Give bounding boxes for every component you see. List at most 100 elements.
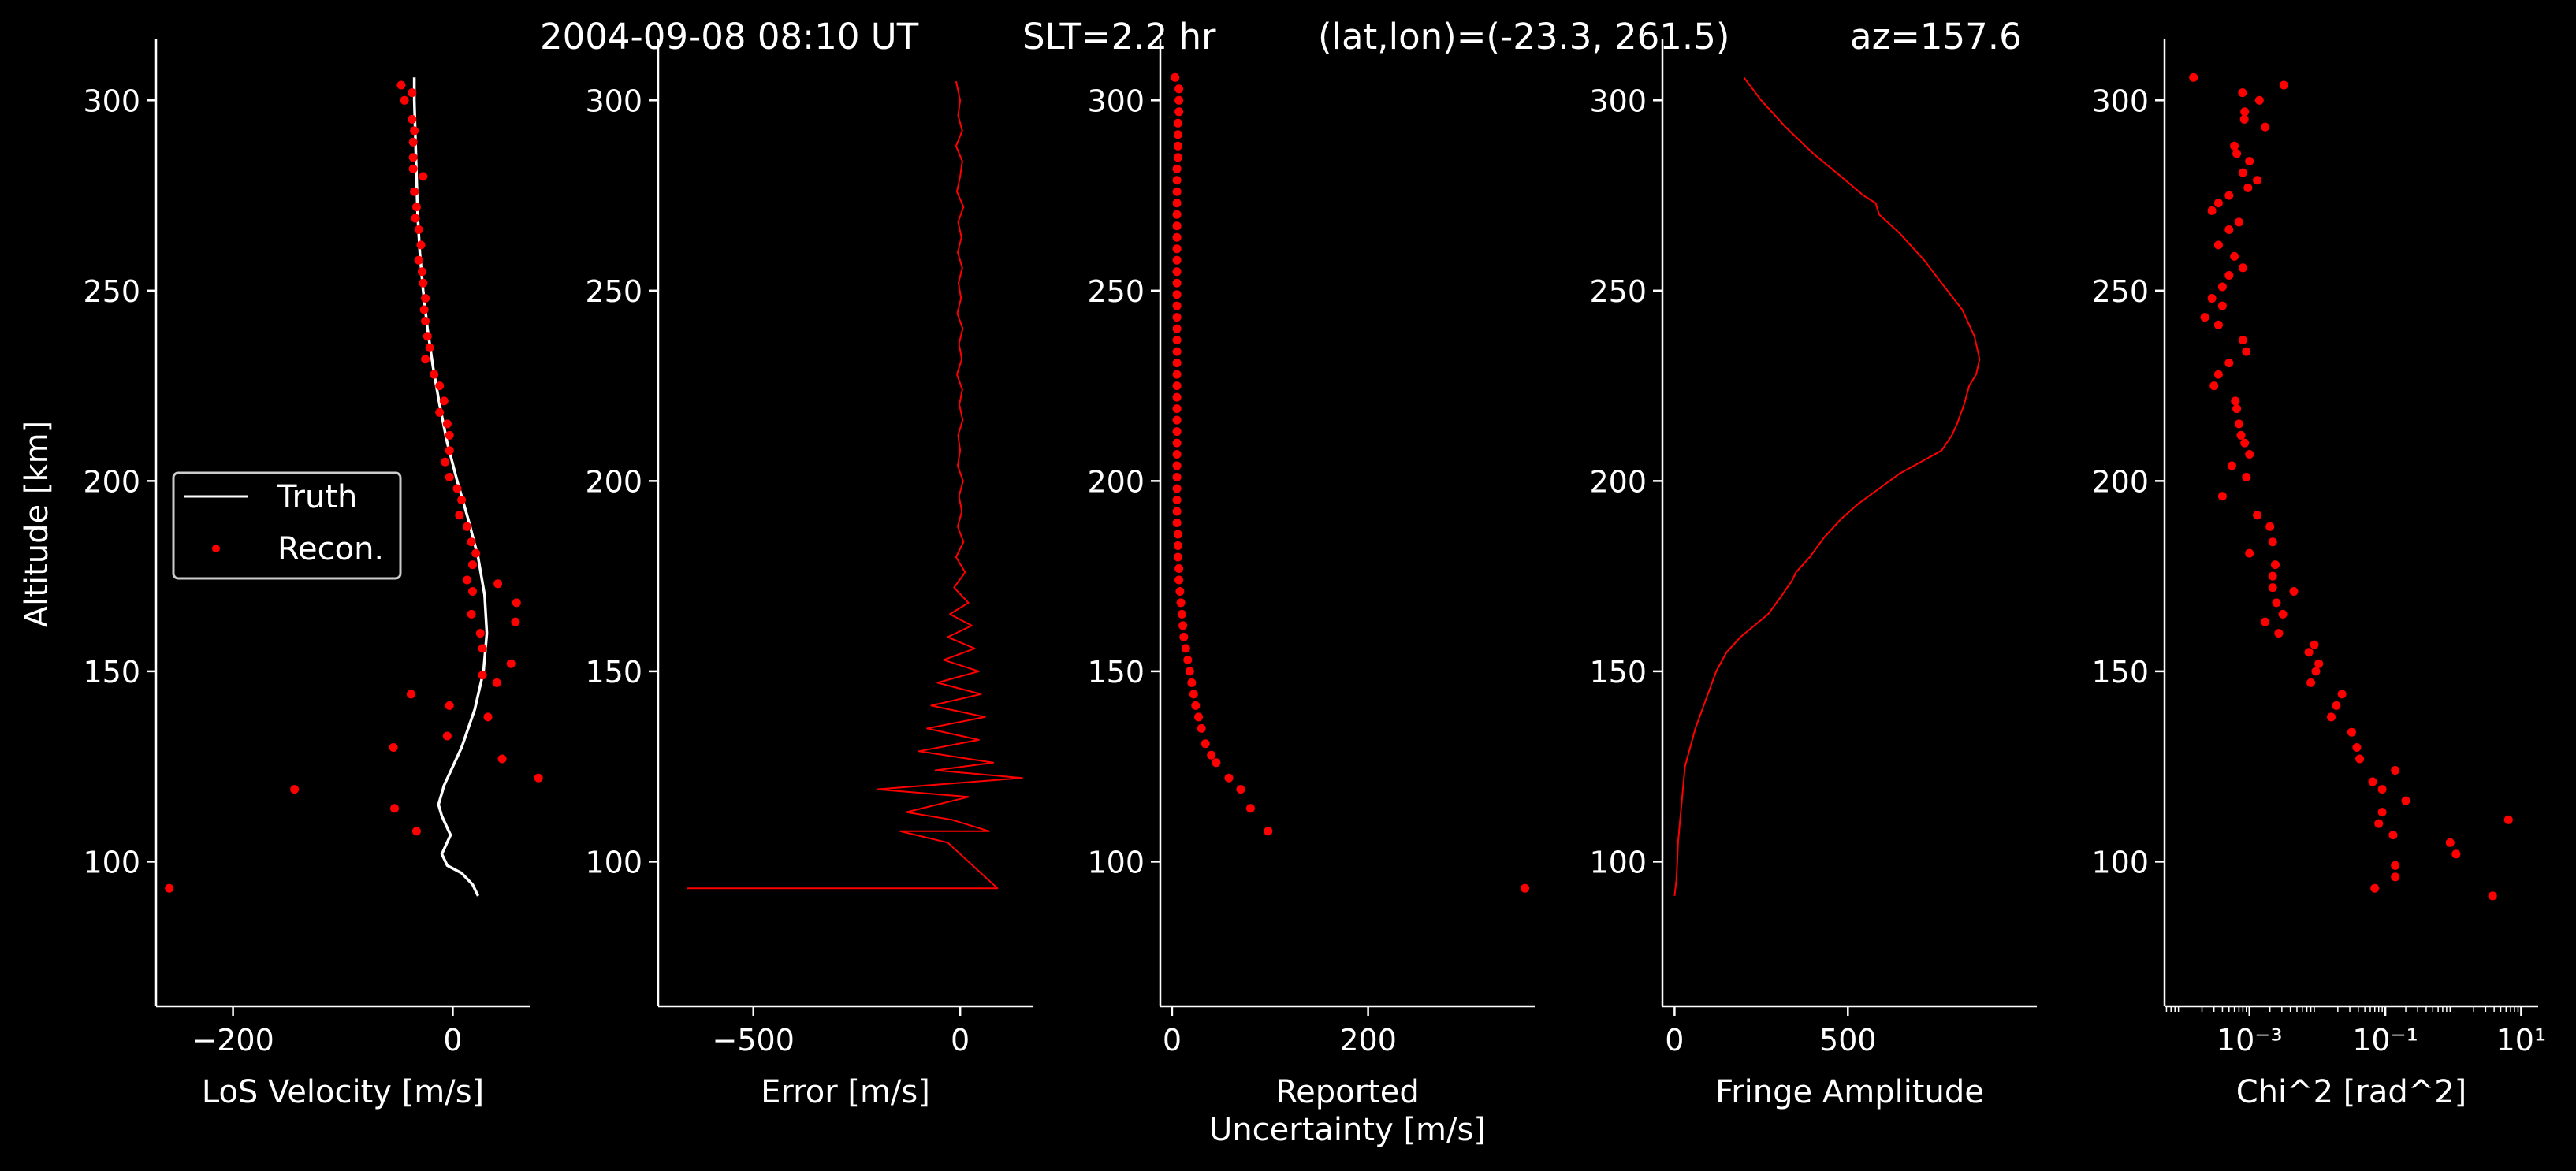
y-tick-label: 250 [585,274,642,309]
panel-4: 100 150 200 250 300 0 500 Fringe Amplitude [1589,39,2037,1110]
data-point [414,255,423,265]
data-point [1173,118,1182,128]
data-point [1172,313,1182,322]
title-az: az=157.6 [1850,16,2022,58]
data-point [1201,739,1210,749]
data-point [2274,629,2284,638]
y-tick-label: 150 [83,655,140,690]
data-point [2451,849,2461,859]
data-point [419,278,428,288]
data-point [2230,251,2239,261]
y-tick-label: 100 [83,845,140,879]
data-point [442,419,452,429]
y-tick-label: 150 [1087,655,1145,690]
data-point [2213,240,2223,250]
x-tick-label: 0 [443,1023,462,1058]
y-tick-label: 200 [585,464,642,499]
data-point [2217,282,2227,292]
data-point [1172,336,1182,345]
data-point [1172,507,1182,516]
data-point [2352,743,2362,752]
data-point [478,644,487,653]
data-point [511,617,520,626]
x-tick-label: 0 [951,1023,970,1058]
data-point [400,95,409,105]
panel-2: 100 150 200 250 300 −500 0 Error [m/s] [585,39,1033,1110]
data-point [435,381,445,391]
data-point [411,203,421,212]
data-point [2268,537,2277,547]
data-point [1172,210,1182,219]
data-point [1175,587,1185,596]
panel-1: 100 150 200 250 300 −200 0 LoS Velocity [m/s] [83,39,543,1110]
y-tick-label: 250 [2091,274,2149,309]
data-point [2213,320,2223,329]
data-point [1172,450,1182,459]
y-tick-label: 100 [585,845,642,879]
y-tick-label: 300 [83,84,140,118]
data-point [2239,114,2249,124]
data-point [2232,404,2242,414]
data-point [1173,130,1182,139]
data-point [2311,667,2321,676]
data-point [2271,560,2280,570]
data-point [492,678,501,687]
data-point [2213,199,2223,208]
data-point [2240,107,2250,117]
data-point [2245,157,2254,166]
data-point [1172,438,1182,448]
legend-recon-label: Recon. [277,531,384,567]
data-point [1172,244,1182,254]
data-point [455,511,464,520]
legend-box [172,471,402,580]
title-datetime: 2004-09-08 08:10 UT [540,16,919,58]
x-axis-label: Reported [1275,1074,1420,1110]
data-point [419,305,429,314]
data-point [2224,359,2234,368]
x-tick-label: 500 [1819,1023,1877,1058]
data-point [2265,522,2275,531]
data-point [2304,648,2314,657]
data-point [1172,404,1182,414]
data-point [2240,438,2250,448]
data-point [471,548,481,558]
data-point [2245,548,2254,558]
data-point [1172,473,1182,481]
data-point [2332,701,2341,710]
panel-5: 100 150 200 250 300 10⁻³ 10⁻¹ 10¹ Chi^2 [rad^2] [2091,39,2546,1110]
data-point [2272,598,2281,608]
y-tick-label: 300 [585,84,642,118]
data-point [2337,690,2347,699]
data-point [1207,750,1216,760]
data-point [1224,773,1234,783]
data-point [2238,168,2247,177]
data-point [1171,72,1180,82]
data-point [411,214,420,223]
data-point [1172,290,1182,299]
data-point [2388,831,2398,840]
data-point [2245,450,2254,459]
data-point [1197,723,1206,733]
series-line [1673,76,1981,897]
data-point [2327,712,2336,722]
data-point [1172,484,1182,493]
data-point [2368,777,2377,786]
data-point [1172,461,1182,470]
data-point [1174,575,1184,585]
data-point [408,164,418,173]
data-point [2401,796,2410,805]
data-point [493,579,503,589]
data-point [2445,838,2455,847]
data-point [1172,519,1182,527]
data-point [1245,804,1255,813]
data-point [445,701,454,710]
data-point [425,343,434,352]
data-point [416,240,426,250]
data-point [2238,263,2247,273]
data-point [2314,659,2324,668]
data-point [1172,324,1182,333]
data-point [467,537,476,547]
data-point [435,407,445,417]
data-point [1173,552,1182,562]
